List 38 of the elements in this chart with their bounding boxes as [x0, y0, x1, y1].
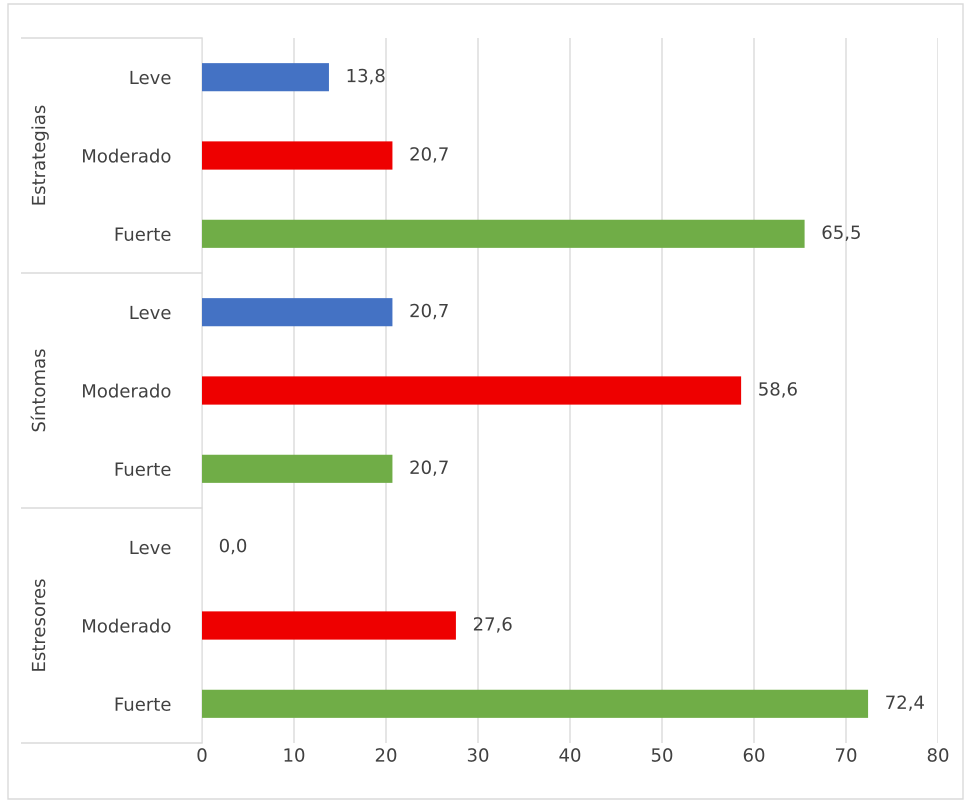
y-tick-label: Fuerte [116, 698, 170, 711]
bar [202, 611, 456, 640]
x-tick-label: 10 [284, 748, 304, 762]
bar [202, 298, 392, 326]
text: Estrategias [31, 106, 49, 204]
x-tick-label: 20 [376, 748, 396, 762]
bar [202, 220, 805, 248]
bar [202, 63, 329, 92]
bar [202, 454, 392, 483]
bar [202, 690, 868, 718]
data-label: 20,7 [410, 147, 448, 163]
x-tick-label: 70 [836, 748, 856, 762]
y-tick-label: Fuerte [116, 462, 170, 476]
bar [202, 141, 392, 170]
text: Estresores [32, 579, 46, 671]
x-tick-label: 0 [197, 748, 207, 762]
y-tick-label: Leve [130, 540, 170, 554]
data-label: 27,6 [474, 617, 512, 633]
x-tick-label: 50 [652, 748, 672, 762]
y-tick-label: Leve [130, 306, 170, 320]
data-label: 20,7 [410, 304, 448, 320]
bar [202, 376, 742, 405]
x-tick-label: 40 [559, 748, 580, 762]
data-label: 58,6 [759, 382, 797, 398]
y-tick-label: Moderado [83, 148, 170, 163]
x-tick-label: 80 [928, 748, 948, 762]
x-tick-label: 30 [468, 748, 488, 762]
y-tick-label: Moderado [83, 618, 170, 633]
data-label: 72,4 [886, 695, 924, 711]
data-label: 13,8 [348, 68, 385, 84]
data-label: 0,0 [220, 538, 246, 554]
text: Síntomas [30, 349, 46, 432]
data-label: 20,7 [410, 460, 448, 476]
y-tick-label: Moderado [83, 384, 170, 398]
x-tick-label: 60 [744, 748, 764, 762]
data-label: 65,5 [822, 225, 860, 241]
y-tick-label: Fuerte [116, 228, 170, 241]
y-tick-label: Leve [130, 70, 170, 84]
